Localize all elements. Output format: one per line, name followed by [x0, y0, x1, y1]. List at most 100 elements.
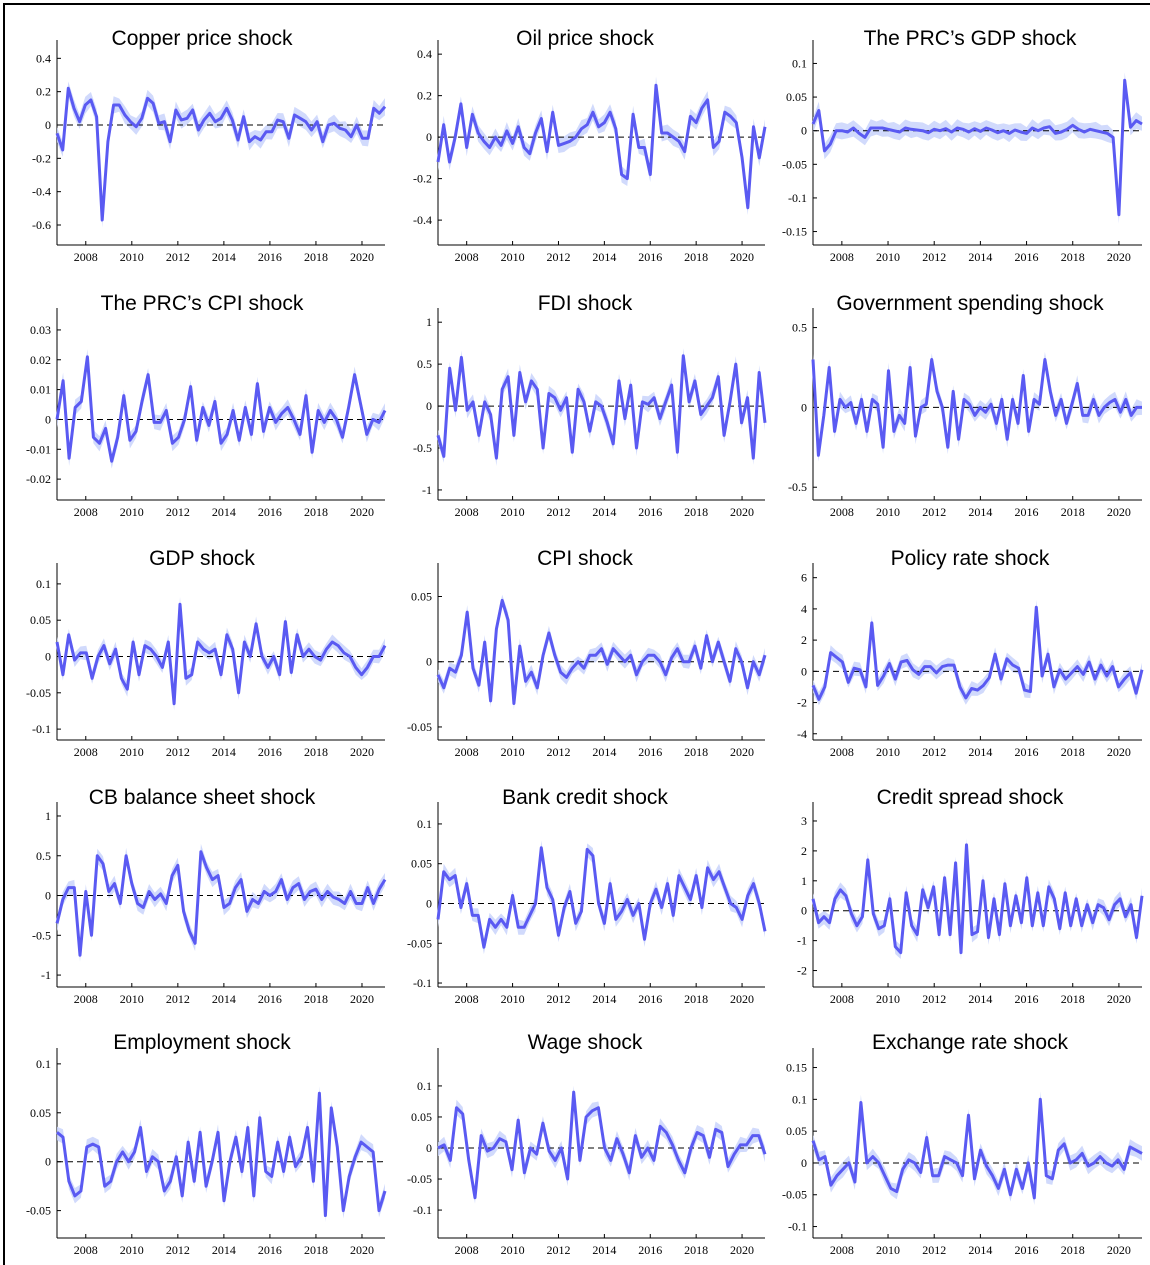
x-tick-label: 2012 [546, 992, 570, 1006]
chart-title: The PRC’s CPI shock [101, 292, 304, 315]
x-tick-label: 2012 [546, 745, 570, 759]
x-tick-label: 2020 [730, 250, 754, 264]
x-tick-label: 2016 [1015, 992, 1039, 1006]
y-tick-label: 0 [801, 904, 807, 918]
x-tick-label: 2012 [546, 250, 570, 264]
x-tick-label: 2008 [74, 250, 98, 264]
y-tick-label: -1 [41, 968, 51, 982]
confidence-band [57, 81, 385, 228]
x-tick-label: 2020 [730, 745, 754, 759]
series-line [55, 355, 387, 463]
y-tick-label: -0.02 [26, 472, 51, 486]
y-tick-label: -0.6 [32, 218, 51, 232]
y-tick-label: 0.1 [36, 577, 51, 591]
x-tick-label: 2014 [592, 505, 616, 519]
x-tick-label: 2008 [830, 250, 854, 264]
x-tick-label: 2012 [166, 992, 190, 1006]
chart-panel: Oil price shock -0.4 -0.2 0 0.2 0.4 2008 2010 20… [413, 27, 767, 264]
chart-title: CPI shock [537, 547, 633, 570]
y-tick-label: -0.5 [32, 928, 51, 942]
x-tick-label: 2012 [922, 1243, 946, 1257]
series-line [436, 598, 767, 705]
y-tick-label: -2 [797, 696, 807, 710]
y-tick-label: 0.01 [30, 383, 51, 397]
y-tick-label: 6 [801, 571, 807, 585]
x-tick-label: 2012 [922, 505, 946, 519]
x-tick-label: 2020 [1107, 505, 1131, 519]
x-tick-label: 2010 [876, 505, 900, 519]
x-tick-label: 2012 [166, 505, 190, 519]
x-tick-label: 2020 [350, 505, 374, 519]
chart-title: Credit spread shock [877, 786, 1064, 809]
x-tick-label: 2012 [546, 1243, 570, 1257]
x-tick-label: 2014 [968, 992, 992, 1006]
x-tick-label: 2018 [684, 745, 708, 759]
y-tick-label: 0 [801, 664, 807, 678]
y-tick-label: -0.2 [413, 172, 432, 186]
x-tick-label: 2018 [684, 505, 708, 519]
x-tick-label: 2008 [455, 1243, 479, 1257]
y-tick-label: -1 [797, 934, 807, 948]
y-tick-label: -1 [422, 483, 432, 497]
x-tick-label: 2018 [304, 505, 328, 519]
series-line [811, 605, 1144, 701]
series-line [811, 78, 1143, 217]
x-tick-label: 2014 [212, 992, 236, 1006]
y-tick-label: 0 [426, 896, 432, 910]
chart-panel: Wage shock -0.1 -0.05 0 0.05 0.1 2008 2010 2012 2… [407, 1031, 767, 1257]
y-tick-label: 0 [45, 1155, 51, 1169]
chart-panel: GDP shock -0.1 -0.05 0 0.05 0.1 2008 2010 2012 20… [26, 547, 387, 759]
x-tick-label: 2008 [830, 505, 854, 519]
x-tick-label: 2012 [922, 745, 946, 759]
y-tick-label: -0.2 [32, 151, 51, 165]
series-line [811, 1097, 1143, 1200]
y-tick-label: 0.1 [417, 1079, 432, 1093]
y-tick-label: 0.1 [417, 817, 432, 831]
x-tick-label: 2012 [166, 250, 190, 264]
y-tick-label: 0.2 [36, 85, 51, 99]
x-tick-label: 2016 [638, 992, 662, 1006]
figure-frame [3, 3, 1150, 1265]
chart-panel: Exchange rate shock -0.1 -0.05 0 0.05 0.1 0.15… [782, 1031, 1143, 1257]
y-tick-label: 0.4 [36, 51, 51, 65]
x-tick-label: 2018 [1061, 250, 1085, 264]
x-tick-label: 2020 [350, 992, 374, 1006]
chart-title: Policy rate shock [891, 547, 1050, 570]
y-tick-label: 0.1 [36, 1057, 51, 1071]
x-tick-label: 2016 [638, 745, 662, 759]
x-tick-label: 2014 [212, 1243, 236, 1257]
y-tick-label: -0.05 [26, 686, 51, 700]
chart-panel: Copper price shock -0.6 -0.4 -0.2 0 0.2 0.4 200… [32, 27, 387, 264]
series-line [436, 846, 767, 949]
y-tick-label: -0.05 [26, 1204, 51, 1218]
x-tick-label: 2012 [922, 250, 946, 264]
x-tick-label: 2020 [1107, 1243, 1131, 1257]
x-tick-label: 2014 [592, 250, 616, 264]
x-tick-label: 2020 [350, 1243, 374, 1257]
x-tick-label: 2018 [1061, 992, 1085, 1006]
series-line [436, 83, 767, 210]
x-tick-label: 2018 [684, 250, 708, 264]
x-tick-label: 2014 [968, 1243, 992, 1257]
x-tick-label: 2016 [258, 1243, 282, 1257]
x-tick-label: 2014 [968, 505, 992, 519]
y-tick-label: 2 [801, 844, 807, 858]
x-tick-label: 2020 [1107, 250, 1131, 264]
x-tick-label: 2016 [1015, 505, 1039, 519]
chart-panel: Government spending shock -0.5 0 0.5 2008 201… [788, 292, 1142, 519]
x-tick-label: 2014 [592, 992, 616, 1006]
confidence-band [813, 72, 1142, 224]
chart-title: Oil price shock [516, 27, 654, 50]
y-tick-label: 0 [426, 399, 432, 413]
x-tick-label: 2008 [830, 992, 854, 1006]
x-tick-label: 2018 [1061, 505, 1085, 519]
series-line [55, 602, 387, 706]
y-tick-label: 0.05 [786, 90, 807, 104]
y-tick-label: -0.05 [407, 936, 432, 950]
x-tick-label: 2008 [74, 745, 98, 759]
y-tick-label: 0 [45, 412, 51, 426]
y-tick-label: 0 [45, 889, 51, 903]
x-tick-label: 2014 [592, 1243, 616, 1257]
y-tick-label: 3 [801, 814, 807, 828]
x-tick-label: 2016 [258, 505, 282, 519]
